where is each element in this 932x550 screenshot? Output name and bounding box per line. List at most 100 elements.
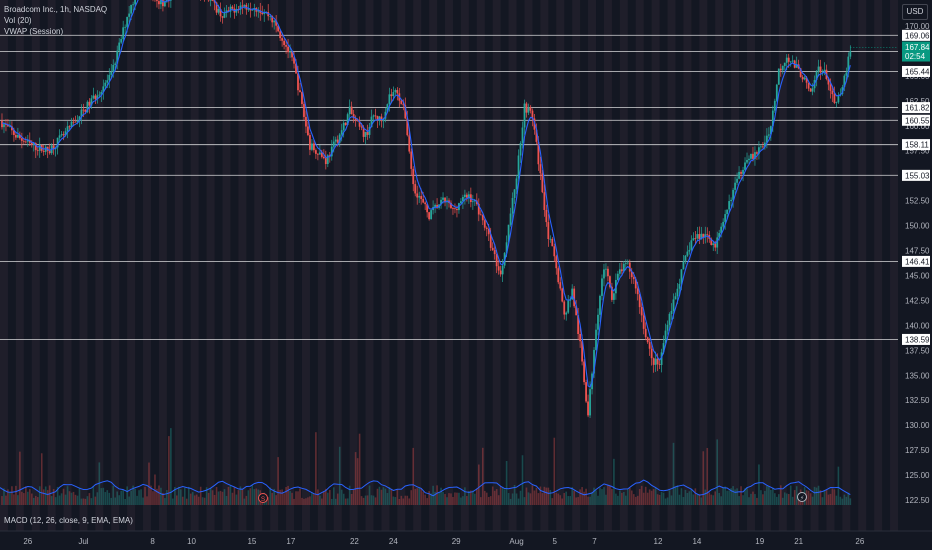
volume-bar bbox=[172, 498, 174, 505]
time-tick-label: 15 bbox=[247, 537, 256, 546]
candle-body bbox=[507, 224, 510, 243]
candle-body bbox=[517, 155, 520, 179]
candle-body bbox=[386, 104, 389, 112]
candle-body bbox=[293, 57, 295, 64]
session-band bbox=[524, 0, 533, 536]
candle-body bbox=[62, 134, 65, 136]
volume-bar bbox=[742, 495, 744, 505]
candle-body bbox=[599, 295, 601, 315]
session-band bbox=[270, 0, 279, 536]
candle-body bbox=[501, 265, 504, 275]
volume-bar bbox=[253, 489, 256, 505]
session-band bbox=[317, 0, 326, 536]
volume-bar bbox=[813, 486, 816, 505]
volume-bar bbox=[426, 498, 428, 505]
time-tick-label: 29 bbox=[452, 537, 461, 546]
earnings-marker bbox=[797, 492, 807, 502]
volume-bar bbox=[92, 486, 95, 505]
volume-bar bbox=[623, 491, 625, 505]
volume-bar bbox=[438, 491, 440, 505]
candle-body bbox=[676, 288, 679, 297]
volume-bar bbox=[664, 498, 667, 505]
candle-body bbox=[775, 84, 778, 101]
session-band bbox=[778, 0, 787, 536]
volume-bar bbox=[845, 496, 848, 505]
candle-body bbox=[754, 152, 756, 159]
session-band bbox=[63, 0, 72, 536]
volume-bar bbox=[319, 495, 321, 505]
volume-bar bbox=[456, 492, 458, 505]
volume-bar bbox=[150, 485, 152, 505]
volume-bar bbox=[754, 494, 756, 505]
volume-bar bbox=[817, 485, 820, 505]
volume-bar bbox=[517, 498, 520, 505]
volume-bar bbox=[287, 485, 289, 505]
session-band bbox=[747, 0, 755, 536]
volume-bar bbox=[839, 496, 842, 505]
candle-body bbox=[235, 8, 238, 13]
volume-bar bbox=[726, 490, 728, 505]
vwap-polyline bbox=[1, 0, 851, 388]
currency-button[interactable]: USD bbox=[902, 4, 928, 20]
candle-body bbox=[736, 178, 738, 183]
candle-body bbox=[452, 208, 454, 209]
candle-body bbox=[773, 100, 776, 111]
candle-body bbox=[815, 71, 818, 81]
volume-bar bbox=[68, 491, 71, 505]
volume-bar bbox=[168, 436, 170, 505]
candle-body bbox=[571, 288, 574, 300]
volume-bar bbox=[307, 497, 309, 505]
volume-bar bbox=[837, 466, 840, 505]
candle-body bbox=[541, 173, 544, 193]
candle-body bbox=[670, 311, 673, 314]
candle-body bbox=[239, 5, 242, 10]
candle-body bbox=[696, 234, 699, 239]
volume-bar bbox=[76, 495, 79, 505]
volume-bar bbox=[231, 492, 234, 505]
candle-body bbox=[257, 10, 260, 12]
volume-bar bbox=[654, 487, 657, 505]
earnings-marker-glyph: ⚡ bbox=[800, 495, 805, 502]
candle-body bbox=[74, 121, 77, 123]
candle-body bbox=[612, 293, 615, 300]
candle-body bbox=[831, 90, 834, 95]
candle-body bbox=[646, 337, 649, 343]
candle-body bbox=[370, 116, 373, 128]
level-price-label: 169.06 bbox=[905, 31, 930, 40]
volume-bar bbox=[434, 491, 436, 505]
candle-body bbox=[704, 234, 707, 238]
candle-body bbox=[263, 12, 266, 15]
volume-bar bbox=[62, 488, 65, 505]
candle-body bbox=[158, 1, 160, 5]
time-tick-label: Jul bbox=[78, 537, 88, 546]
candle-body bbox=[456, 208, 458, 211]
volume-bar bbox=[776, 496, 778, 505]
volume-bar bbox=[247, 490, 250, 505]
volume-bar bbox=[791, 496, 794, 505]
candle-body bbox=[714, 243, 717, 248]
volume-bar bbox=[509, 498, 512, 505]
volume-bar bbox=[136, 495, 138, 505]
volume-bar bbox=[279, 489, 281, 505]
candle-body bbox=[1, 120, 3, 128]
volume-bar bbox=[372, 495, 375, 505]
volume-bar bbox=[583, 491, 585, 505]
volume-bar bbox=[44, 486, 47, 505]
volume-bar bbox=[396, 489, 399, 505]
volume-bar bbox=[674, 486, 677, 505]
volume-bar bbox=[364, 495, 367, 505]
volume-bar bbox=[358, 433, 361, 505]
session-band bbox=[826, 0, 835, 536]
volume-bar bbox=[402, 498, 405, 505]
volume-bar bbox=[442, 492, 444, 505]
price-tick-label: 162.50 bbox=[905, 97, 930, 106]
candle-body bbox=[231, 6, 234, 9]
candle-body bbox=[120, 39, 123, 43]
candle-body bbox=[86, 101, 89, 113]
session-band bbox=[667, 0, 676, 536]
candle-body bbox=[561, 288, 564, 302]
session-band bbox=[254, 0, 263, 536]
candle-body bbox=[32, 142, 35, 145]
volume-bar bbox=[581, 487, 583, 505]
